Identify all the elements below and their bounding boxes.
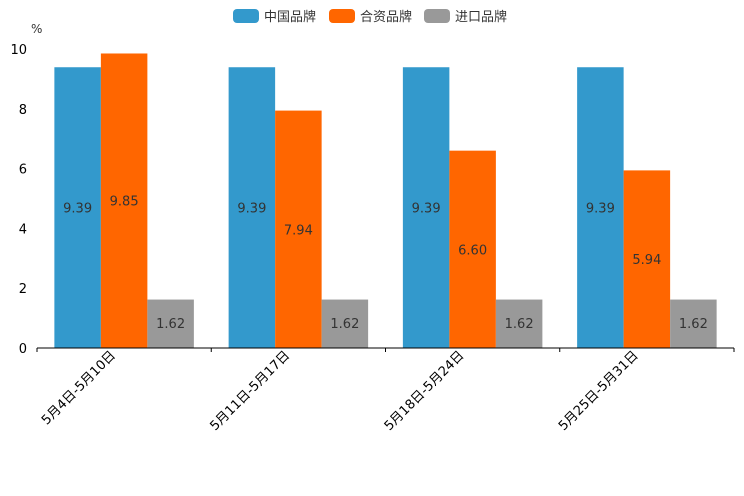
- bar-3-1: [147, 299, 194, 348]
- bar-label-1-3: 9.39: [412, 202, 441, 217]
- bar-3-2: [321, 299, 369, 348]
- legend: 中国品牌 合资品牌 进口品牌: [233, 9, 507, 25]
- bar-2-1: [100, 53, 148, 349]
- legend-swatch-2: [329, 9, 355, 23]
- x-tick-label-3: 5月18日-5月24日: [382, 348, 468, 434]
- bar-label-1-4: 9.39: [586, 202, 615, 217]
- x-tick-label-4: 5月25日-5月31日: [556, 348, 642, 434]
- y-tick-label-3: 6: [19, 163, 27, 178]
- y-tick-label-5: 10: [10, 43, 27, 58]
- bar-labels: 9.39 9.85 1.62 9.39 7.94 1.62 9.39 6.60 1.62 9.39…: [63, 195, 708, 332]
- bar-label-3-2: 1.62: [330, 317, 359, 332]
- x-tick-label-2: 5月11日-5月17日: [207, 348, 293, 434]
- bar-3-3: [495, 299, 543, 348]
- bar-label-3-1: 1.62: [156, 317, 185, 332]
- legend-swatch-3: [424, 9, 450, 23]
- x-tick-label-1: 5月4日-5月10日: [39, 348, 119, 428]
- legend-swatch-1: [233, 9, 259, 23]
- legend-label-1: 中国品牌: [264, 9, 316, 25]
- bar-label-1-1: 9.39: [63, 202, 92, 217]
- bar-1-1: [54, 67, 101, 348]
- bar-label-2-4: 5.94: [632, 253, 661, 268]
- bar-1-2: [228, 67, 276, 348]
- y-tick-label-0: 0: [19, 342, 27, 357]
- bar-label-2-2: 7.94: [284, 223, 313, 238]
- bar-label-1-2: 9.39: [237, 202, 266, 217]
- y-tick-label-1: 2: [19, 282, 27, 297]
- x-axis: 5月4日-5月10日 5月11日-5月17日 5月18日-5月24日 5月25日-5月…: [36, 347, 735, 434]
- bar-3-4: [670, 299, 717, 348]
- y-tick-label-2: 4: [19, 222, 27, 237]
- y-axis-unit-label: %: [31, 22, 42, 36]
- legend-label-2: 合资品牌: [360, 9, 412, 25]
- bar-label-2-1: 9.85: [110, 195, 139, 210]
- bar-2-2: [275, 110, 322, 349]
- bar-1-3: [402, 67, 450, 348]
- bar-2-4: [623, 170, 671, 348]
- legend-label-3: 进口品牌: [455, 9, 507, 25]
- bar-2-3: [449, 150, 496, 348]
- y-axis: 0 2 4 6 8 10: [10, 43, 27, 357]
- y-tick-label-4: 8: [19, 103, 27, 118]
- bar-label-3-3: 1.62: [505, 317, 534, 332]
- bar-label-2-3: 6.60: [458, 243, 487, 258]
- bar-1-4: [577, 67, 624, 348]
- bar-label-3-4: 1.62: [679, 317, 708, 332]
- bars: [54, 53, 717, 349]
